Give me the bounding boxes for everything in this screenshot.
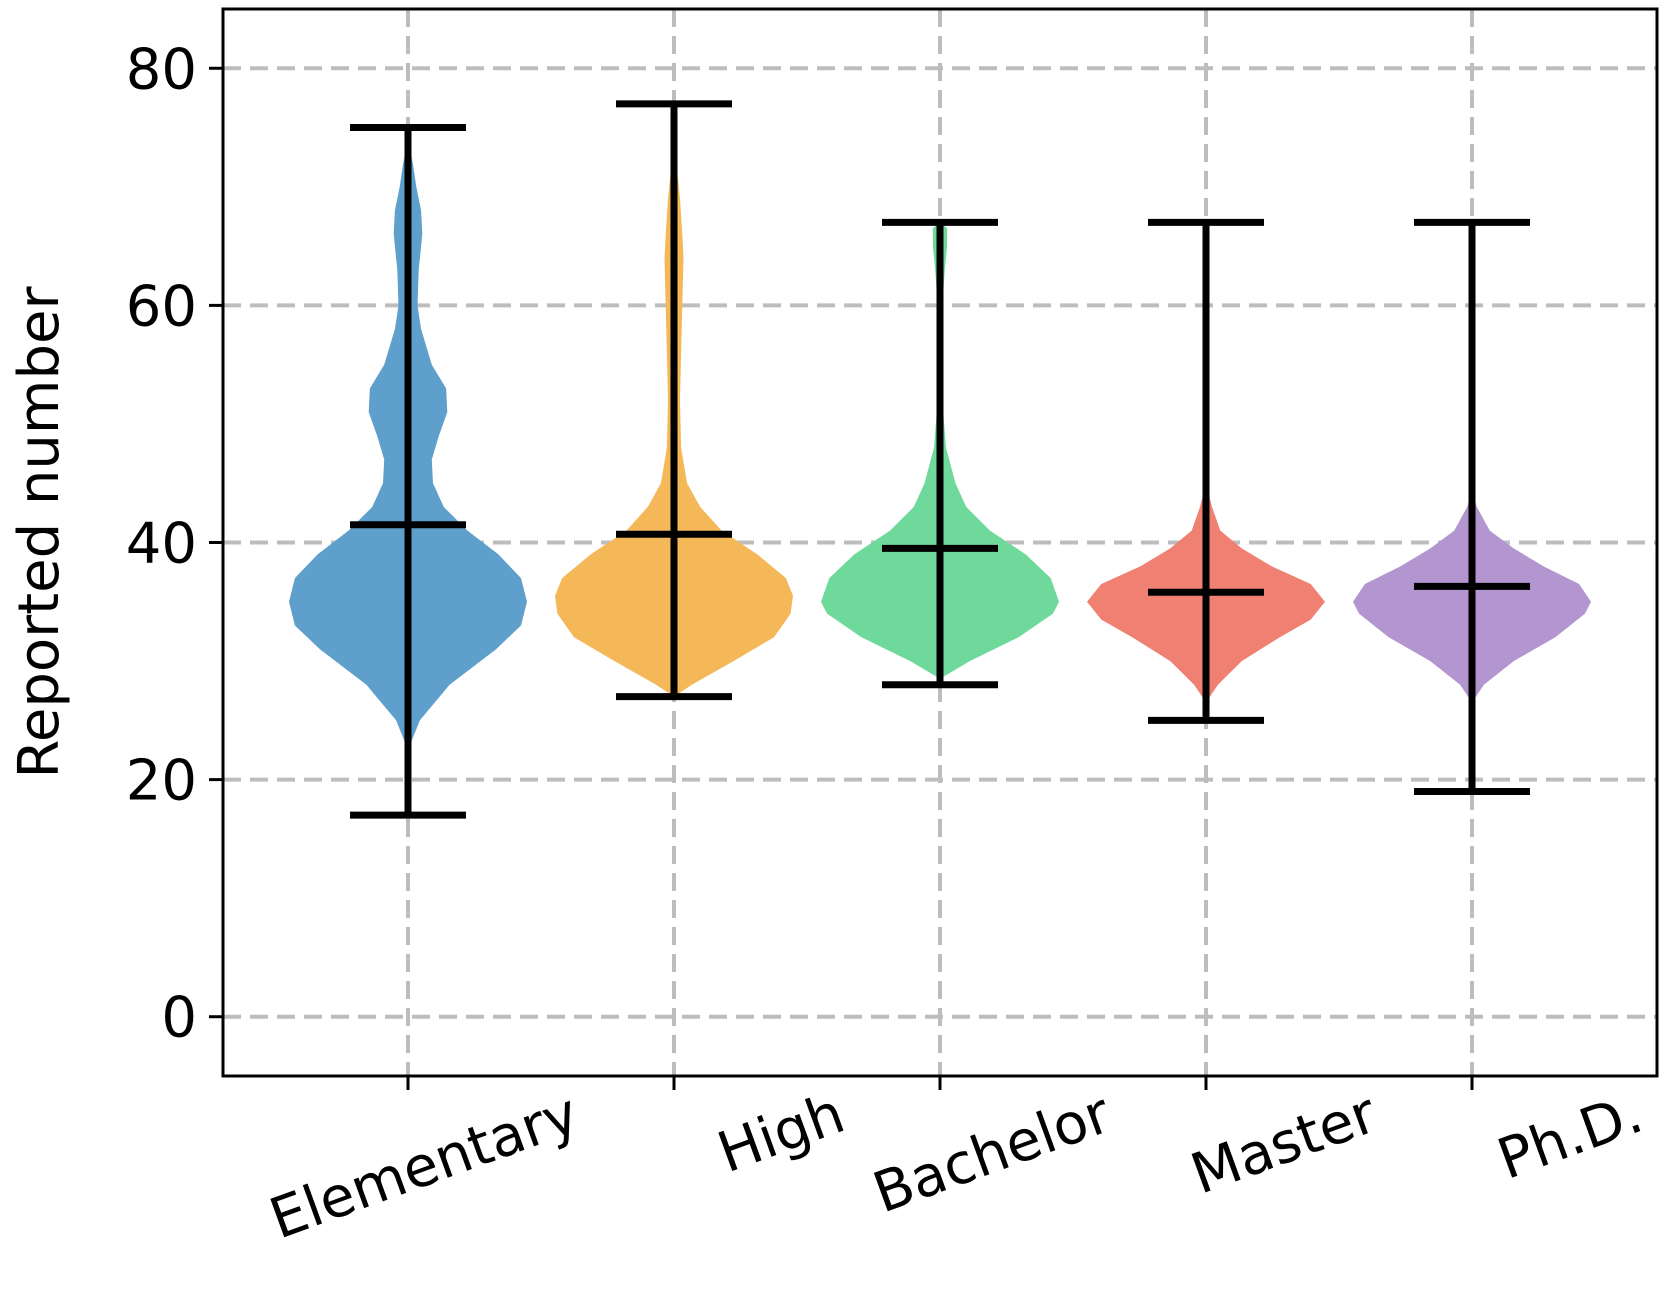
y-tick-label-20: 20 <box>126 749 197 814</box>
x-tick-label-high: High <box>710 1081 853 1186</box>
x-tick-label-master: Master <box>1183 1081 1386 1208</box>
x-tick-label-bachelor: Bachelor <box>865 1081 1120 1227</box>
x-tick-label-elementary: Elementary <box>262 1081 587 1252</box>
x-tick-label-phd: Ph.D. <box>1490 1081 1651 1193</box>
y-tick-label-80: 80 <box>126 37 197 102</box>
y-tick-label-0: 0 <box>161 986 197 1051</box>
y-tick-label-60: 60 <box>126 274 197 339</box>
violin-stat-lines <box>350 100 1530 819</box>
y-axis-label: Reported number <box>7 286 72 779</box>
y-tick-label-40: 40 <box>126 512 197 577</box>
